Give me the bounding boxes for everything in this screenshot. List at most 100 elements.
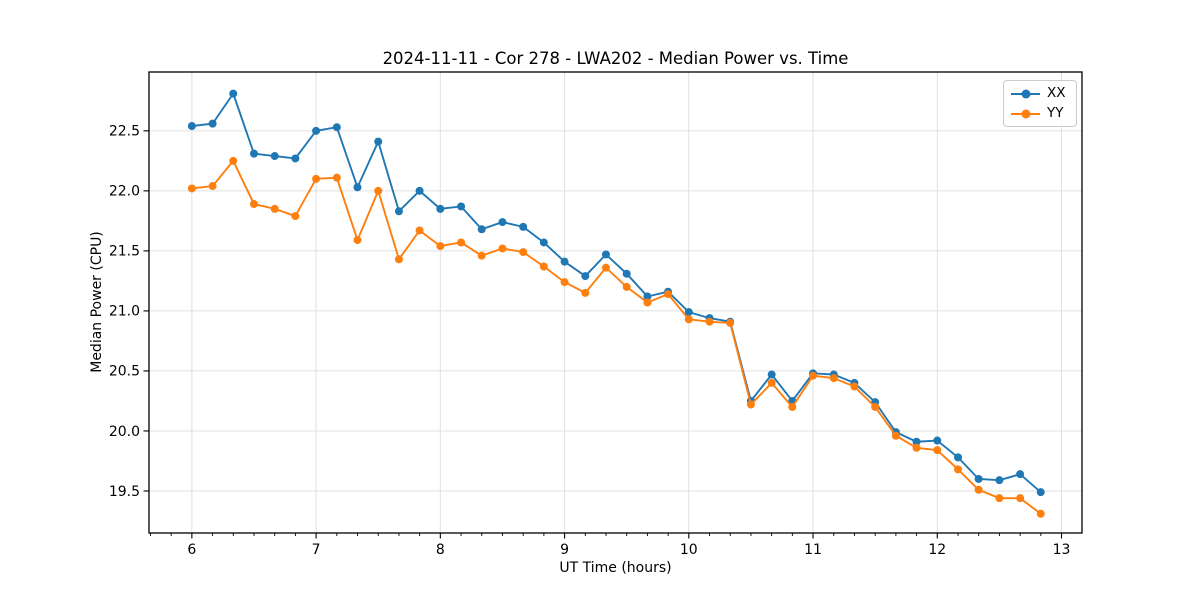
xx-data-point-marker [457,202,466,211]
xx-data-point-marker [539,238,548,247]
yy-data-point-marker [912,443,921,452]
yy-data-point-marker [1016,494,1025,503]
xx-series-swatch-icon [1011,89,1040,98]
xx-data-point-marker [374,137,383,146]
xx-data-point-marker [643,292,652,301]
yy-data-point-marker [933,446,942,455]
legend-item-yy: YY [1004,105,1076,122]
yy-data-point-marker [519,248,528,257]
yy-data-point-marker [643,298,652,307]
yy-data-point-marker [891,431,900,440]
yy-data-point-marker [312,174,321,183]
xx-data-point-marker [1036,488,1045,497]
yy-series-line [191,159,1042,515]
y-tick-label: 22.5 [109,124,140,140]
xx-data-point-marker [208,119,217,128]
legend-item-xx: XX [1004,85,1076,102]
yy-data-point-marker [187,184,196,193]
xx-data-point-marker [270,152,279,161]
yy-data-point-marker [477,251,486,260]
xx-data-point-marker [933,436,942,445]
y-tick-label: 20.5 [109,364,140,380]
yy-data-point-marker [788,402,797,411]
xx-data-point-marker [394,207,403,216]
yy-data-point-marker [581,288,590,297]
xx-data-point-marker [498,218,507,227]
xx-data-point-marker [684,308,693,317]
yy-data-point-marker [249,200,258,209]
yy-data-point-marker [664,290,673,299]
y-tick-label: 22.0 [109,184,140,200]
yy-data-point-marker [415,226,424,235]
yy-data-point-marker [539,262,548,271]
yy-data-point-marker [601,263,610,272]
yy-data-point-marker [436,242,445,251]
xx-data-point-marker [622,269,631,278]
yy-data-point-marker [767,378,776,387]
xx-data-point-marker [1016,470,1025,479]
xx-data-point-marker [436,204,445,213]
yy-data-point-marker [705,317,714,326]
xx-data-point-marker [332,123,341,132]
chart-title: 2024-11-11 - Cor 278 - LWA202 - Median P… [382,49,849,68]
x-tick-label: 13 [1053,542,1071,558]
legend-label-xx: XX [1047,85,1066,101]
x-tick-label: 10 [680,542,698,558]
xx-data-point-marker [415,186,424,195]
xx-data-point-marker [601,250,610,259]
yy-data-point-marker [954,465,963,474]
y-tick-label: 19.5 [109,484,140,500]
yy-data-point-marker [270,204,279,213]
xx-data-point-marker [312,126,321,135]
yy-data-point-marker [726,318,735,327]
x-tick-label: 6 [187,542,196,558]
xx-data-point-marker [560,257,569,266]
yy-data-point-marker [871,402,880,411]
legend: XX YY [1003,80,1077,127]
xx-data-point-marker [954,453,963,462]
yy-data-point-marker [995,494,1004,503]
xx-data-point-marker [353,183,362,192]
yy-data-point-marker [374,186,383,195]
xx-data-point-marker [519,222,528,231]
x-tick-label: 11 [804,542,822,558]
x-tick-label: 7 [312,542,321,558]
yy-series-swatch-icon [1011,109,1040,118]
yy-data-point-marker [208,182,217,191]
yy-data-point-marker [1036,509,1045,518]
yy-data-point-marker [850,382,859,391]
yy-data-point-marker [498,244,507,253]
xx-data-point-marker [229,89,238,98]
xx-data-point-marker [477,225,486,234]
yy-data-point-marker [394,255,403,264]
yy-data-point-marker [457,238,466,247]
xx-data-point-marker [291,154,300,163]
y-tick-label: 20.0 [109,424,140,440]
x-tick-label: 12 [928,542,946,558]
yy-data-point-marker [974,485,983,494]
legend-label-yy: YY [1047,105,1064,121]
yy-data-point-marker [746,400,755,409]
x-axis-label: UT Time (hours) [559,560,672,576]
yy-data-point-marker [809,371,818,380]
xx-data-point-marker [974,474,983,483]
yy-data-point-marker [622,282,631,291]
yy-data-point-marker [829,374,838,383]
xx-data-point-marker [767,370,776,379]
yy-data-point-marker [291,212,300,221]
y-tick-label: 21.5 [109,244,140,260]
xx-data-point-marker [995,476,1004,485]
xx-data-point-marker [249,149,258,158]
yy-data-point-marker [353,236,362,245]
yy-data-point-marker [684,315,693,324]
yy-data-point-marker [229,156,238,165]
xx-series-line [191,92,1042,493]
xx-data-point-marker [912,437,921,446]
xx-data-point-marker [187,122,196,131]
x-tick-label: 9 [560,542,569,558]
yy-data-point-marker [560,278,569,287]
yy-data-point-marker [332,173,341,182]
x-tick-label: 8 [436,542,445,558]
